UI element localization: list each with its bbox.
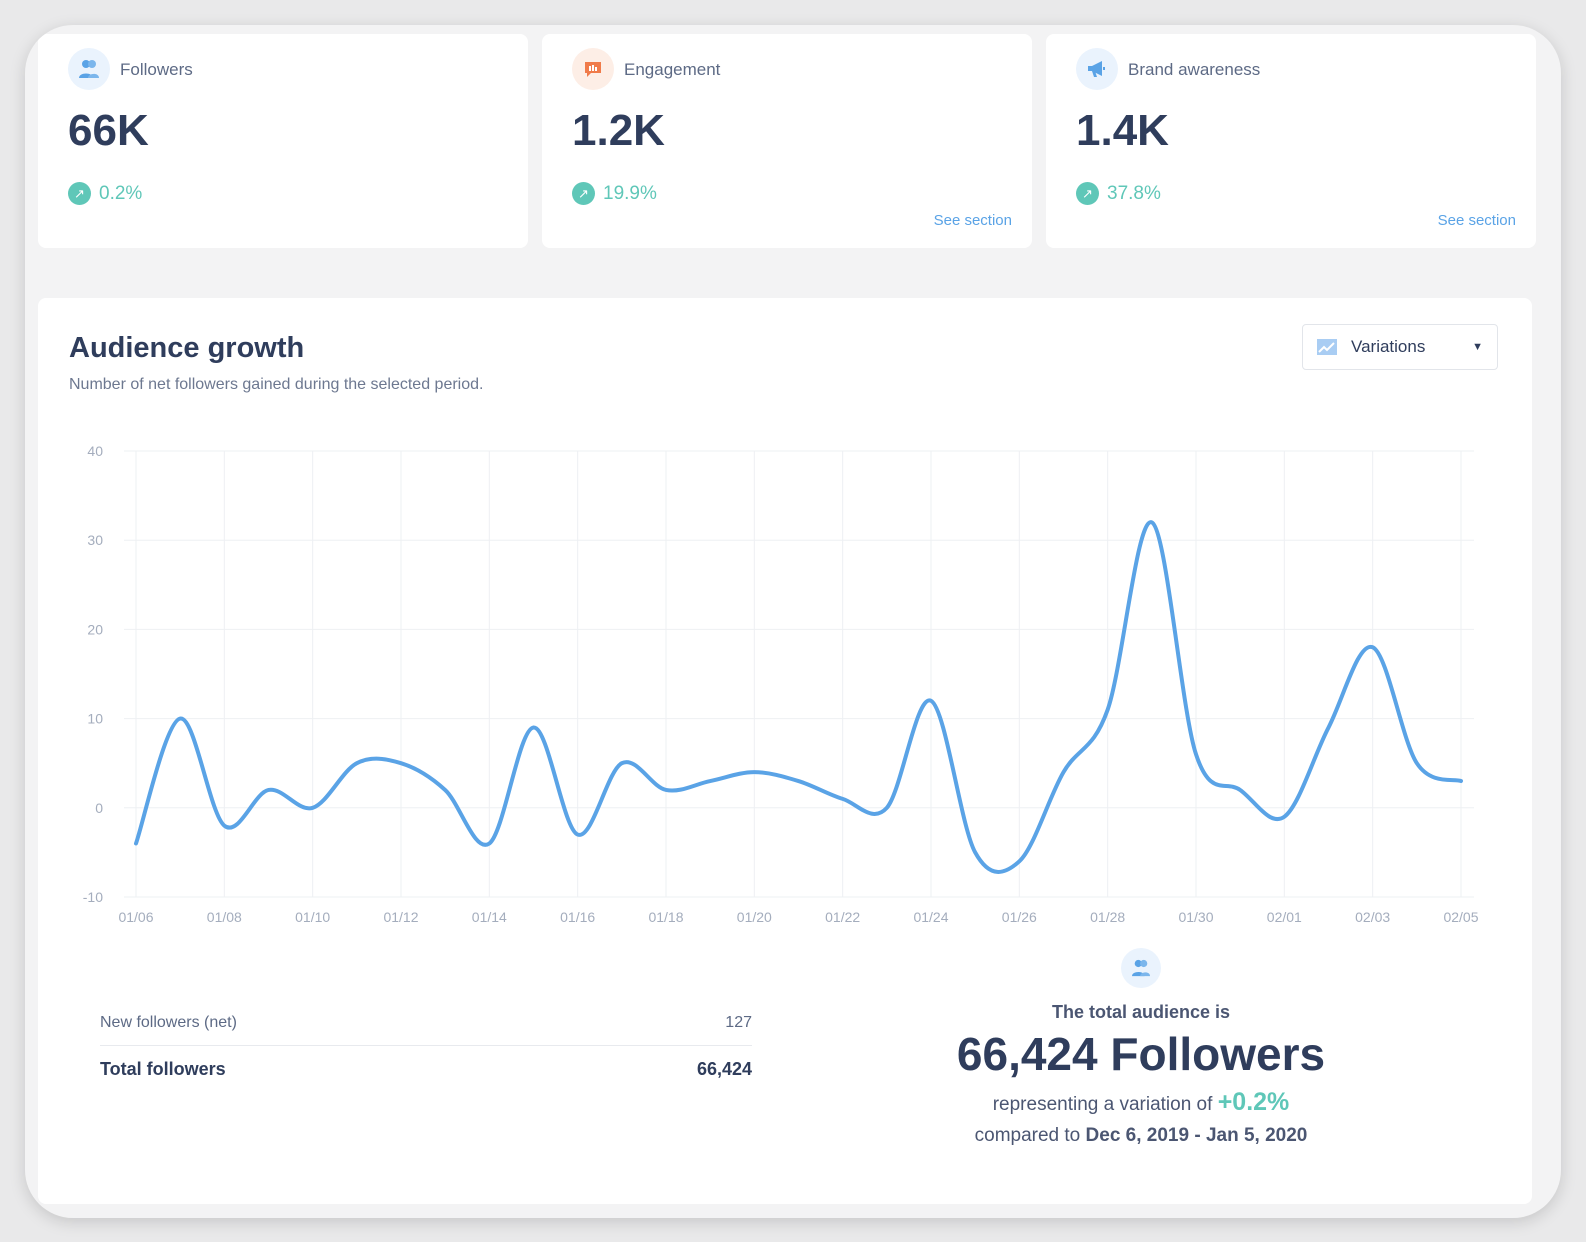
- series-line: [134, 520, 1463, 874]
- x-tick-label: 01/14: [472, 909, 507, 925]
- row-value: 127: [725, 1014, 752, 1031]
- table-row: New followers (net) 127: [100, 1001, 752, 1046]
- audience-growth-panel: Audience growth Number of net followers …: [38, 298, 1532, 1204]
- card-label: Followers: [120, 60, 193, 79]
- x-tick-label: 01/12: [383, 909, 418, 925]
- see-section-link[interactable]: See section: [933, 212, 1012, 229]
- compared-text: compared to: [974, 1125, 1081, 1146]
- followers-card: Followers 66K ↗ 0.2%: [38, 34, 528, 248]
- row-value: 66,424: [696, 1059, 752, 1079]
- x-tick-label: 01/08: [207, 909, 242, 925]
- see-section-link[interactable]: See section: [1437, 212, 1516, 229]
- total-value: 66,424 Followers: [956, 1028, 1326, 1080]
- dashboard: Followers 66K ↗ 0.2% Engagement 1.2K ↗ 19.…: [25, 25, 1561, 1218]
- engagement-icon: [572, 48, 614, 90]
- change-value: 0.2%: [99, 182, 143, 204]
- dropdown-label: Variations: [1351, 337, 1426, 356]
- x-tick-label: 02/05: [1443, 909, 1478, 925]
- audience-growth-chart: 40 30 20 10 0 -10 01/06 01/08 01/10 01/12 01/14 01/…: [83, 443, 1479, 925]
- x-tick-label: 01/16: [560, 909, 595, 925]
- variations-dropdown[interactable]: Variations ▼: [1302, 324, 1498, 370]
- y-tick-label: -10: [83, 889, 103, 905]
- engagement-card: Engagement 1.2K ↗ 19.9% See section: [542, 34, 1032, 248]
- followers-icon: [1121, 948, 1161, 988]
- card-change: ↗ 37.8%: [1076, 182, 1161, 205]
- brand-awareness-card: Brand awareness 1.4K ↗ 37.8% See section: [1046, 34, 1536, 248]
- row-label: Total followers: [100, 1059, 226, 1079]
- variation-value: +0.2%: [1217, 1088, 1290, 1116]
- arrow-up-right-icon: ↗: [68, 182, 91, 205]
- x-tick-label: 01/24: [913, 909, 948, 925]
- arrow-up-right-icon: ↗: [572, 182, 595, 205]
- y-tick-label: 0: [95, 800, 103, 816]
- line-chart-icon: [1317, 339, 1337, 355]
- x-tick-label: 01/26: [1002, 909, 1037, 925]
- card-value: 1.2K: [572, 106, 665, 155]
- card-change: ↗ 0.2%: [68, 182, 142, 205]
- table-row: Total followers 66,424: [100, 1046, 752, 1093]
- x-tick-label: 02/03: [1355, 909, 1390, 925]
- section-title: Audience growth: [69, 332, 305, 364]
- total-heading: The total audience is: [1051, 1002, 1231, 1022]
- megaphone-icon: [1076, 48, 1118, 90]
- section-subtitle: Number of net followers gained during th…: [69, 376, 484, 393]
- y-tick-label: 30: [87, 532, 103, 548]
- y-tick-label: 40: [87, 443, 103, 459]
- change-value: 19.9%: [603, 182, 657, 204]
- card-value: 66K: [68, 106, 149, 155]
- chevron-down-icon: ▼: [1472, 341, 1483, 353]
- x-tick-label: 01/30: [1178, 909, 1213, 925]
- arrow-up-right-icon: ↗: [1076, 182, 1099, 205]
- card-value: 1.4K: [1076, 106, 1169, 155]
- x-tick-label: 02/01: [1267, 909, 1302, 925]
- x-tick-label: 01/06: [118, 909, 153, 925]
- card-change: ↗ 19.9%: [572, 182, 657, 205]
- followers-icon: [68, 48, 110, 90]
- x-tick-label: 01/18: [648, 909, 683, 925]
- x-tick-label: 01/22: [825, 909, 860, 925]
- total-audience: The total audience is 66,424 Followers r…: [878, 948, 1404, 1151]
- x-tick-label: 01/10: [295, 909, 330, 925]
- x-tick-label: 01/28: [1090, 909, 1125, 925]
- summary-table: New followers (net) 127 Total followers 66…: [100, 1001, 752, 1093]
- x-tick-label: 01/20: [737, 909, 772, 925]
- change-value: 37.8%: [1107, 182, 1161, 204]
- variation-text: representing a variation of: [992, 1094, 1213, 1115]
- card-label: Engagement: [624, 60, 721, 79]
- row-label: New followers (net): [100, 1014, 237, 1031]
- y-tick-label: 20: [87, 621, 103, 637]
- card-label: Brand awareness: [1128, 60, 1261, 79]
- y-tick-label: 10: [87, 711, 103, 727]
- compared-period: Dec 6, 2019 - Jan 5, 2020: [1085, 1125, 1308, 1146]
